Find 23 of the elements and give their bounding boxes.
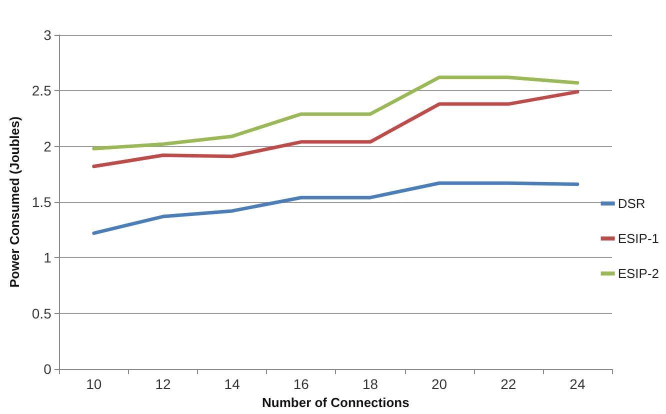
x-tick-label: 14 bbox=[224, 376, 240, 392]
line-series bbox=[92, 76, 580, 150]
x-tick-label: 24 bbox=[570, 376, 586, 392]
y-tick-label: 2.5 bbox=[32, 82, 52, 99]
y-tick-label: 1 bbox=[44, 250, 52, 266]
x-tick-label: 20 bbox=[432, 376, 448, 392]
x-tick-label: 16 bbox=[293, 376, 310, 392]
line-series bbox=[92, 90, 580, 168]
y-tick-label: 3 bbox=[44, 27, 52, 43]
legend-label: DSR bbox=[618, 196, 646, 211]
line-series bbox=[92, 181, 580, 235]
x-tick-label: 10 bbox=[86, 376, 102, 392]
x-tick-label: 12 bbox=[155, 376, 171, 392]
x-tick-label: 22 bbox=[500, 376, 516, 392]
y-tick-label: 2 bbox=[44, 138, 52, 154]
legend-label: ESIP-1 bbox=[618, 231, 660, 246]
x-axis-title: Number of Connections bbox=[262, 395, 410, 410]
y-tick-label: 0.5 bbox=[32, 305, 52, 322]
y-tick-label: 1.5 bbox=[32, 194, 52, 210]
y-axis-title: Power Consumed (Joubles) bbox=[7, 116, 22, 288]
x-tick-label: 18 bbox=[362, 376, 378, 392]
y-tick-label: 0 bbox=[44, 361, 52, 378]
legend-label: ESIP-2 bbox=[618, 266, 660, 281]
